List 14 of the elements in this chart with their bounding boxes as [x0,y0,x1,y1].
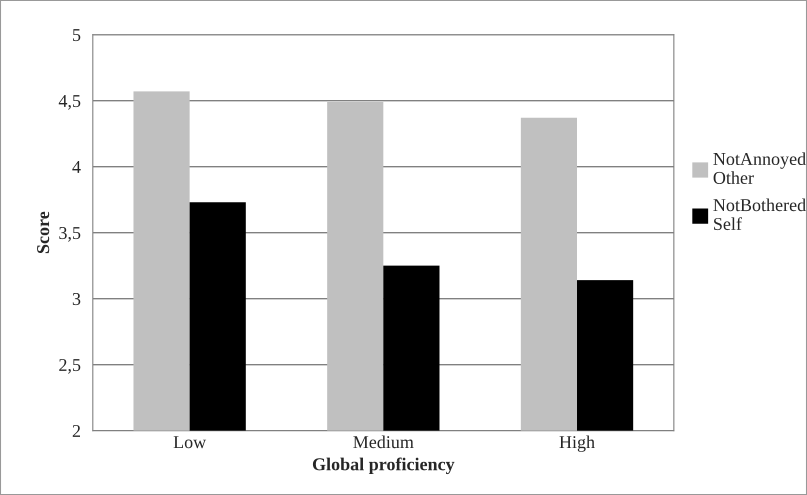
x-tick-label: Low [174,436,206,448]
legend-label: NotBothered Self [713,198,806,230]
x-axis-title: Global proficiency [312,457,454,474]
y-tick-label: 2,5 [59,358,80,374]
y-tick-label: 3,5 [59,226,80,242]
x-tick-label: High [559,436,595,452]
y-tick-label: 4 [72,161,81,173]
y-tick-label: 4,5 [58,95,80,110]
x-tick-label: Medium [353,436,414,448]
y-tick-label: 2 [72,424,80,437]
y-tick-label: 5 [73,29,80,42]
legend-label: NotAnnoyed Other [713,152,806,184]
y-tick-label: 3 [72,292,80,306]
y-axis-title: Score [37,212,50,254]
